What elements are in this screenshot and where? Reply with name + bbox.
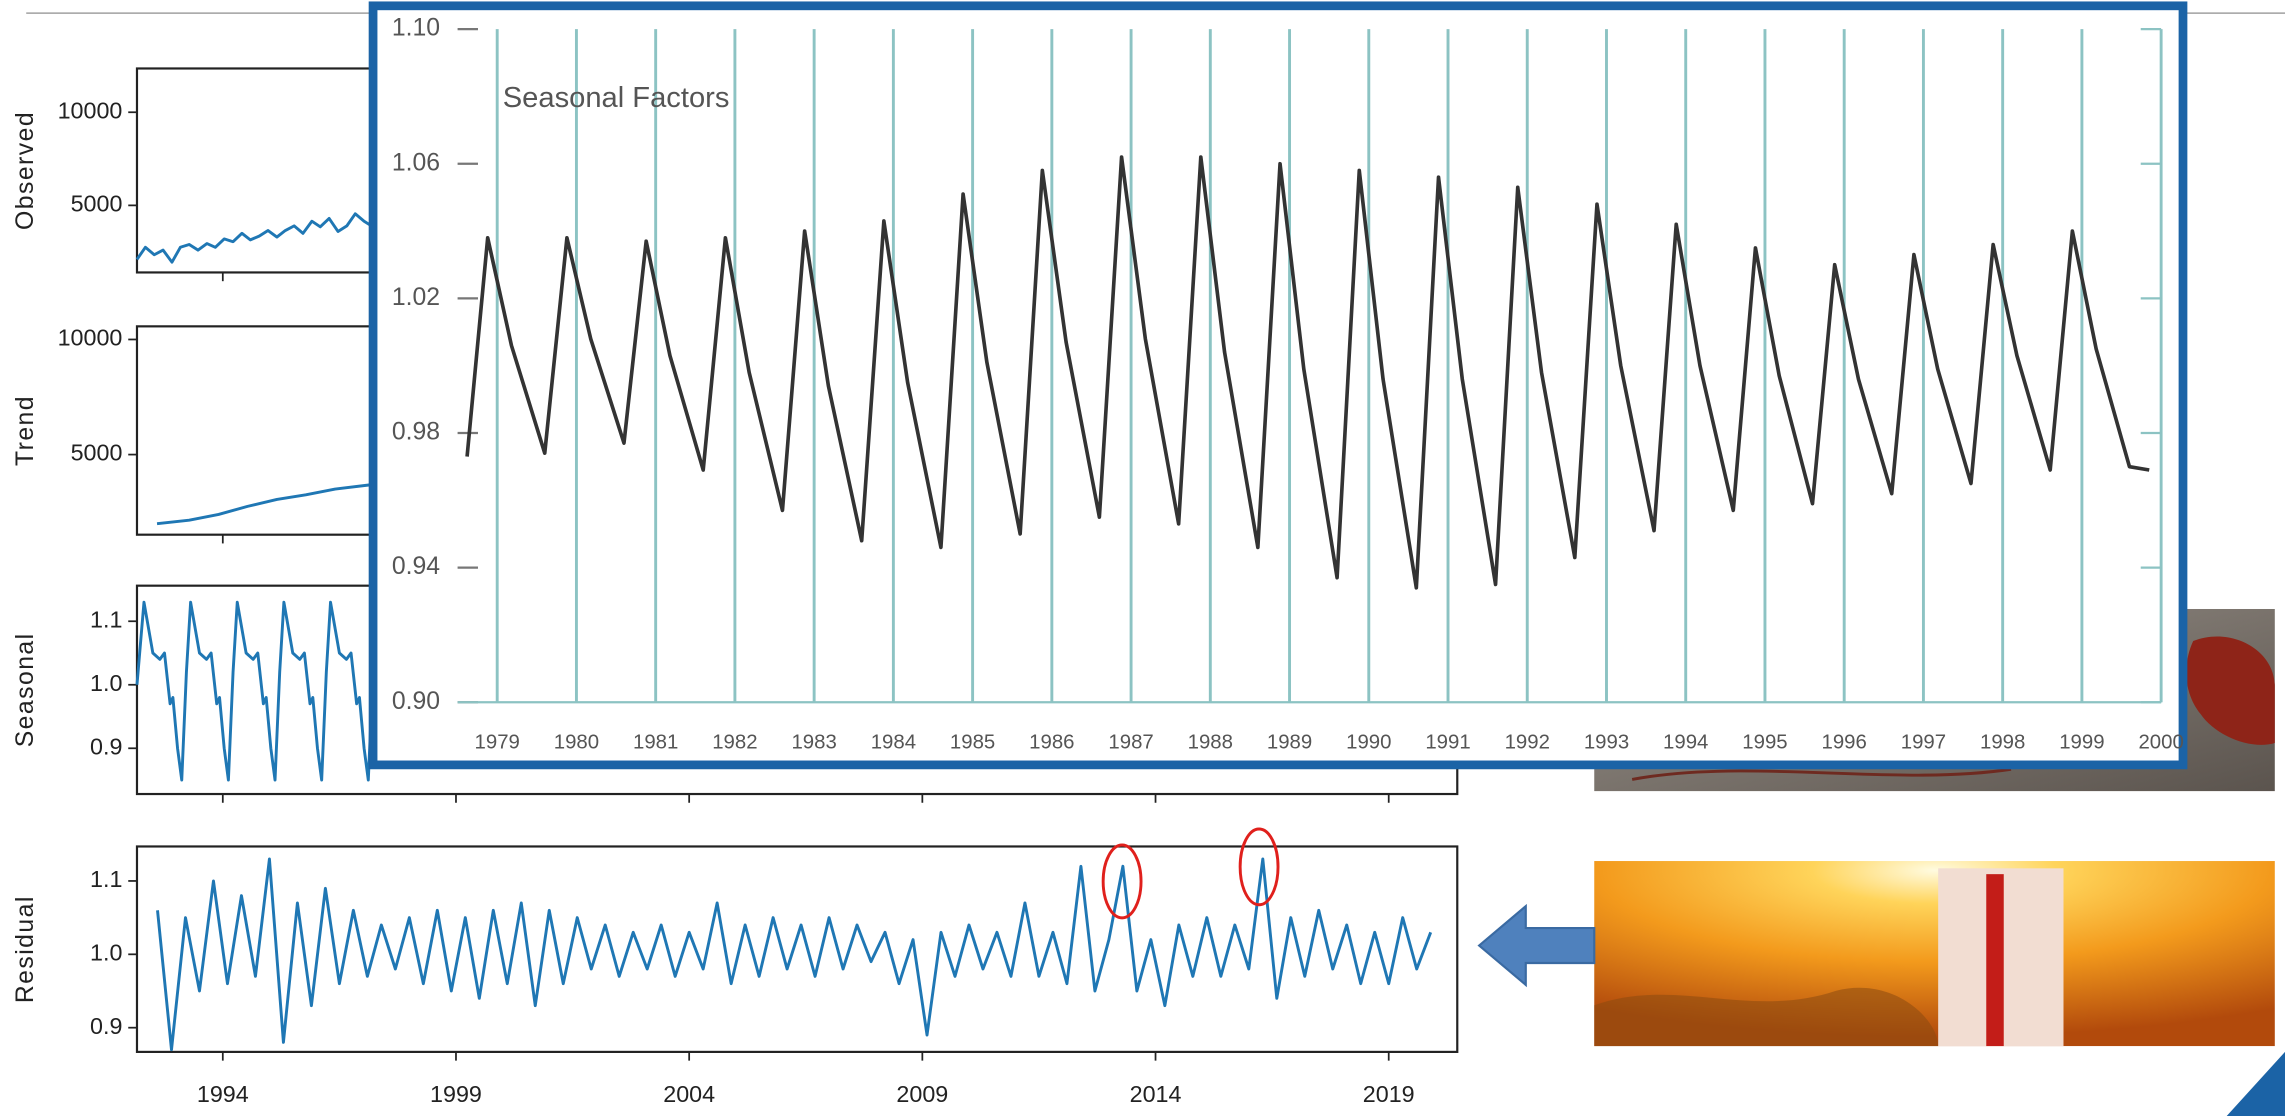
x-tick-label: 1994 — [197, 1081, 249, 1107]
x-tick-label: 1997 — [1901, 731, 1946, 753]
y-tick-label: 0.94 — [392, 553, 440, 580]
x-tick-label: 1991 — [1425, 731, 1470, 753]
y-tick-label: 1.0 — [90, 939, 122, 965]
y-tick-label: 10000 — [58, 325, 123, 351]
highlight-circle — [1101, 843, 1143, 920]
series-line — [135, 212, 374, 264]
series-line — [156, 483, 374, 526]
thermometer-image — [1594, 861, 2275, 1047]
x-tick-label: 1995 — [1742, 731, 1787, 753]
panel-frame — [135, 845, 1459, 1053]
x-tick-label: 1979 — [475, 731, 520, 753]
stem — [1631, 767, 2012, 781]
x-tick-label: 1982 — [712, 731, 757, 753]
y-tick-label: 10000 — [58, 97, 123, 123]
series-line — [135, 600, 379, 782]
y-tick-label: 1.10 — [392, 15, 440, 42]
thermometer-tube — [1986, 874, 2004, 1047]
y-tick-label: 1.02 — [392, 284, 440, 311]
x-tick-label: 1999 — [2059, 731, 2104, 753]
highlight-circle — [1238, 827, 1280, 907]
series-line — [156, 857, 1433, 1052]
x-tick-label: 2019 — [1363, 1081, 1415, 1107]
y-tick-label: 1.0 — [90, 670, 122, 696]
y-tick-label: 5000 — [71, 191, 123, 217]
x-tick-label: 1998 — [1980, 731, 2025, 753]
y-axis-label: Seasonal — [12, 632, 39, 747]
x-tick-label: 1990 — [1346, 731, 1391, 753]
x-tick-label: 1985 — [950, 731, 995, 753]
y-tick-label: 1.1 — [90, 866, 122, 892]
corner-accent — [2226, 1051, 2285, 1116]
x-tick-label: 1992 — [1505, 731, 1550, 753]
y-tick-label: 0.9 — [90, 1013, 122, 1039]
leaf — [2186, 636, 2275, 745]
y-tick-label: 0.9 — [90, 733, 122, 759]
x-tick-label: 1994 — [1663, 731, 1708, 753]
x-tick-label: 1981 — [633, 731, 678, 753]
x-tick-label: 1999 — [430, 1081, 482, 1107]
x-tick-label: 1989 — [1267, 731, 1312, 753]
series-line — [465, 155, 2150, 590]
y-tick-label: 0.90 — [392, 688, 440, 715]
seasonal-factors-chart: 1.10 1.06 1.02 0.98 0.94 0.90 1979 1980 1981 1982… — [368, 1, 2188, 770]
y-tick-label: 1.1 — [90, 606, 122, 632]
y-axis-label: Observed — [12, 111, 39, 230]
x-tick-label: 2004 — [663, 1081, 715, 1107]
y-axis-label: Residual — [12, 895, 39, 1003]
cloud — [1594, 987, 1939, 1047]
y-tick-label: 1.06 — [392, 149, 440, 176]
x-tick-label: 2014 — [1130, 1081, 1182, 1107]
x-tick-label: 1996 — [1822, 731, 1867, 753]
chart-title: Seasonal Factors — [503, 82, 730, 114]
x-tick-label: 2000 — [2138, 731, 2183, 753]
x-tick-label: 1986 — [1029, 731, 1074, 753]
y-tick-label: 5000 — [71, 440, 123, 466]
x-tick-label: 1987 — [1108, 731, 1153, 753]
y-tick-label: 0.98 — [392, 419, 440, 446]
arrow — [1477, 903, 1596, 988]
x-tick-label: 1984 — [871, 731, 916, 753]
x-tick-label: 1988 — [1188, 731, 1233, 753]
x-tick-label: 2009 — [896, 1081, 948, 1107]
y-axis-label: Trend — [12, 395, 39, 466]
x-tick-label: 1980 — [554, 731, 599, 753]
x-tick-label: 1993 — [1584, 731, 1629, 753]
decomposition-chart: Observed 5000 10000 Trend 5000 10000 Seasonal 0… — [12, 67, 1459, 1107]
x-tick-label: 1983 — [791, 731, 836, 753]
chart-frame — [368, 1, 2188, 770]
